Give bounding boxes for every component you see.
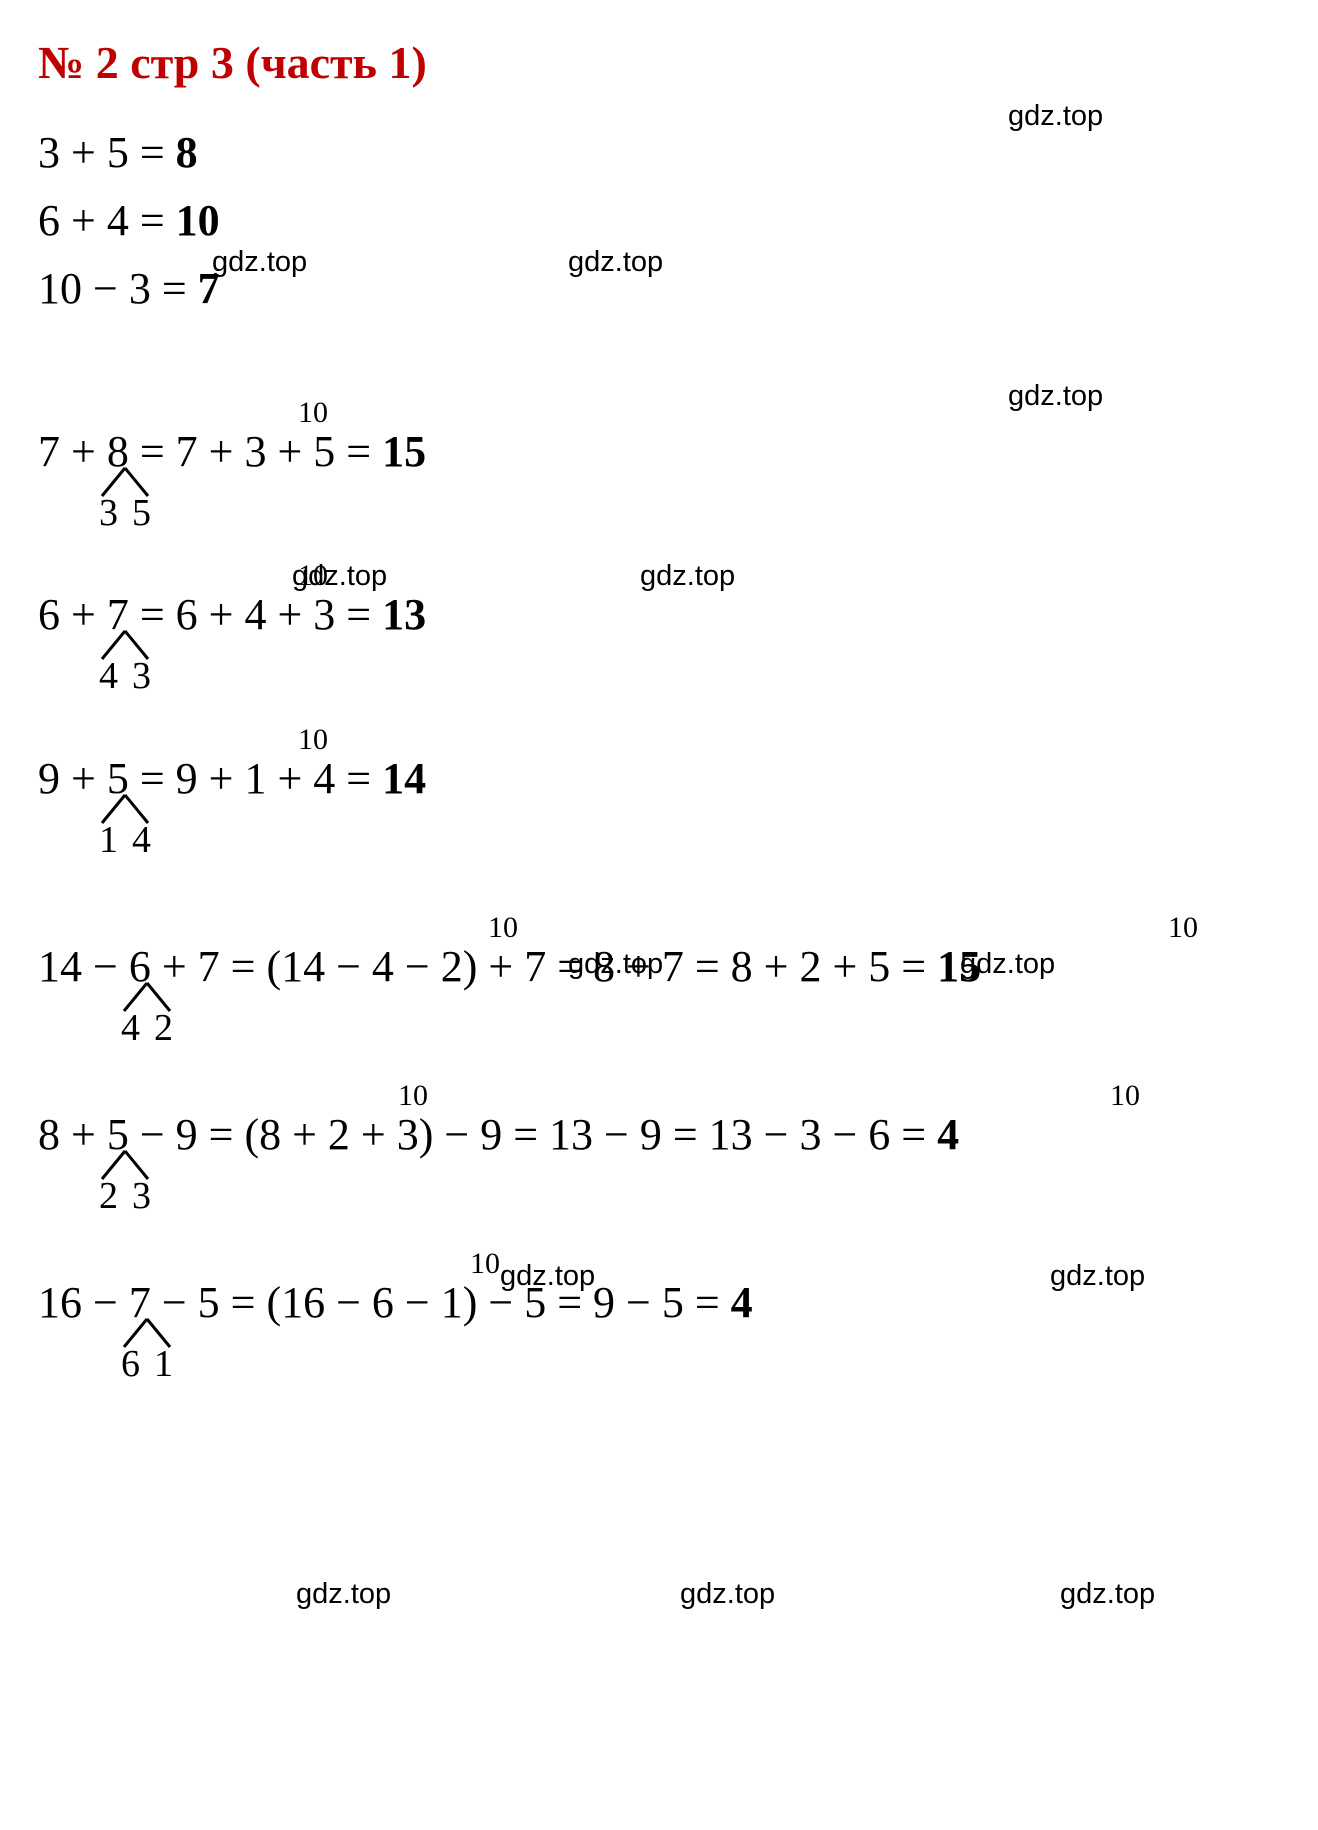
rest: = 7 + 3 + 5 = [129, 427, 382, 476]
eq-decomp-row: 10 9 + 5 = 9 + 1 + 4 = 14 1 4 [38, 745, 1288, 813]
page-title: № 2 стр 3 (часть 1) [38, 38, 1288, 89]
superscript-ten: 10 [470, 1241, 500, 1288]
lhs: 10 − 3 [38, 264, 151, 313]
equals: = [140, 196, 165, 245]
split-right: 5 [132, 494, 151, 532]
watermark-text: gdz.top [1060, 1578, 1155, 1611]
rest: + 7 = (14 − 4 − 2) + 7 = 8 + 7 = 8 + 2 +… [151, 942, 937, 991]
eq-row: 6 + 4 = 10 [38, 187, 1288, 255]
rest: − 5 = (16 − 6 − 1) − 5 = 9 − 5 = [151, 1278, 731, 1327]
eq-expression: 10 9 + 5 = 9 + 1 + 4 = 14 1 4 [38, 745, 426, 813]
answer: 15 [382, 427, 426, 476]
watermark-text: gdz.top [1008, 380, 1103, 413]
eq-expression: 1010 8 + 5 − 9 = (8 + 2 + 3) − 9 = 13 − … [38, 1101, 959, 1169]
eq-decomp-row: 10 7 + 8 = 7 + 3 + 5 = 15 3 5 [38, 418, 1288, 486]
split-left: 4 [99, 657, 118, 695]
split-left: 2 [99, 1177, 118, 1215]
split-branch: 6 1 [116, 1317, 178, 1383]
superscript-ten: 10 [1168, 905, 1198, 952]
split-left: 6 [121, 1345, 140, 1383]
answer: 10 [176, 196, 220, 245]
watermark-text: gdz.top [680, 1578, 775, 1611]
answer: 13 [382, 590, 426, 639]
watermark-text: gdz.top [1008, 100, 1103, 133]
split-left: 4 [121, 1009, 140, 1047]
eq-expression: 1010 14 − 6 + 7 = (14 − 4 − 2) + 7 = 8 +… [38, 933, 981, 1001]
split-branch: 1 4 [94, 793, 156, 859]
superscript-ten: 10 [298, 390, 328, 437]
watermark-text: gdz.top [640, 560, 735, 593]
group-decomposition-1: 10 7 + 8 = 7 + 3 + 5 = 15 3 5 10 6 + 7 =… [38, 418, 1288, 813]
split-branch: 4 2 [116, 981, 178, 1047]
split-branch: 4 3 [94, 629, 156, 695]
split-right: 2 [154, 1009, 173, 1047]
eq-decomp-row: 1010 8 + 5 − 9 = (8 + 2 + 3) − 9 = 13 − … [38, 1101, 1288, 1169]
answer: 14 [382, 754, 426, 803]
lhs: 3 + 5 [38, 128, 129, 177]
watermark-text: gdz.top [292, 560, 387, 593]
rest: = 6 + 4 + 3 = [129, 590, 382, 639]
watermark-text: gdz.top [568, 948, 663, 981]
superscript-ten: 10 [1110, 1073, 1140, 1120]
split-left: 1 [99, 821, 118, 859]
eq-expression: 10 16 − 7 − 5 = (16 − 6 − 1) − 5 = 9 − 5… [38, 1269, 753, 1337]
eq-expression: 10 7 + 8 = 7 + 3 + 5 = 15 3 5 [38, 418, 426, 486]
split-branch: 3 5 [94, 466, 156, 532]
lhs: 6 + 4 [38, 196, 129, 245]
split-left: 3 [99, 494, 118, 532]
answer: 8 [176, 128, 198, 177]
superscript-ten: 10 [488, 905, 518, 952]
answer: 4 [731, 1278, 753, 1327]
split-right: 1 [154, 1345, 173, 1383]
equals: = [162, 264, 187, 313]
rest: = 9 + 1 + 4 = [129, 754, 382, 803]
watermark-text: gdz.top [212, 246, 307, 279]
split-right: 4 [132, 821, 151, 859]
rest: − 9 = (8 + 2 + 3) − 9 = 13 − 9 = 13 − 3 … [129, 1110, 937, 1159]
watermark-text: gdz.top [1050, 1260, 1145, 1293]
answer: 4 [937, 1110, 959, 1159]
watermark-text: gdz.top [960, 948, 1055, 981]
split-right: 3 [132, 657, 151, 695]
split-right: 3 [132, 1177, 151, 1215]
superscript-ten: 10 [298, 717, 328, 764]
superscript-ten: 10 [398, 1073, 428, 1120]
simple-equations: 3 + 5 = 8 6 + 4 = 10 10 − 3 = 7 [38, 119, 1288, 324]
split-branch: 2 3 [94, 1149, 156, 1215]
watermark-text: gdz.top [296, 1578, 391, 1611]
equals: = [140, 128, 165, 177]
watermark-text: gdz.top [568, 246, 663, 279]
watermark-text: gdz.top [500, 1260, 595, 1293]
